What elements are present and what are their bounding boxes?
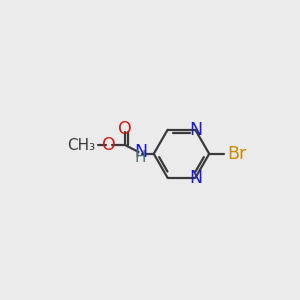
Text: O: O [118,120,132,138]
Text: N: N [189,169,202,187]
Text: N: N [134,143,147,161]
Text: N: N [189,121,202,139]
Text: CH₃: CH₃ [67,138,95,153]
Text: O: O [102,136,116,154]
Text: Br: Br [227,145,246,163]
Text: H: H [135,151,146,166]
